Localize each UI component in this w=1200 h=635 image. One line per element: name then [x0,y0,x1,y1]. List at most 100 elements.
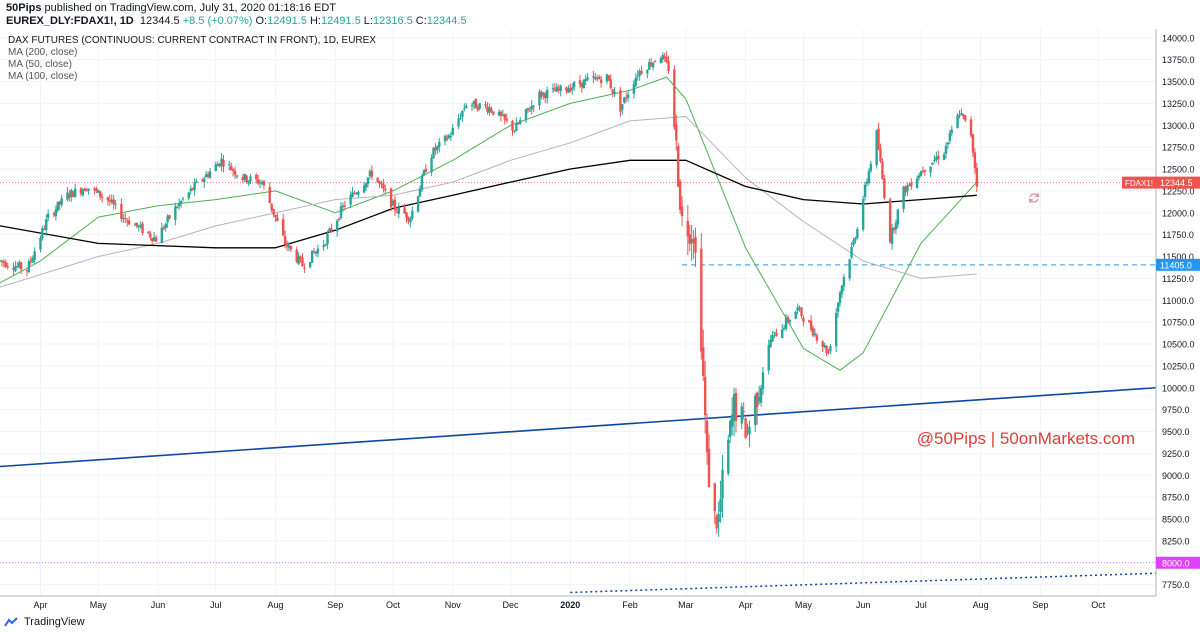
candle-body [592,76,595,78]
gridlines [0,29,1156,596]
candle-body [362,185,366,193]
candle-body [260,182,264,184]
x-tick-label: Oct [1091,600,1106,610]
candle-body [484,104,487,106]
candle-body [863,184,867,198]
candle-body [137,225,140,228]
candle-body [829,346,832,352]
candle-body [571,87,574,90]
candle-body [68,194,71,198]
candle-body [308,262,312,268]
candle-body [624,97,628,99]
candle-body [56,201,59,211]
candle-body [326,233,329,245]
candle-body [894,222,898,230]
trendline[interactable] [0,386,1157,468]
support-price-label: 11405.0 [1160,260,1192,270]
candle-body [160,227,164,244]
candle-body [962,114,965,117]
candle-body [255,174,258,180]
candle-body [337,218,341,220]
candle-body [368,171,372,177]
y-tick-label: 9500.0 [1162,427,1190,437]
ma-50-line[interactable] [0,76,978,371]
candle-body [648,61,651,70]
legend-ma50[interactable]: MA (50, close) [8,59,72,70]
y-tick-label: 13250.0 [1162,99,1195,109]
last-price-tag [1156,176,1200,189]
ma-100-line[interactable] [0,116,977,288]
candle-body [222,159,225,167]
candle-body [526,107,530,110]
candle-body [821,341,824,347]
y-tick-label: 8250.0 [1162,536,1190,546]
candle-body [447,135,451,139]
candle-body [391,200,395,206]
x-tick-label: Nov [445,600,462,610]
candle-body [322,245,325,247]
candle-body [875,130,878,166]
candle-body [515,123,518,132]
candle-body [653,60,657,62]
candle-body [407,217,410,221]
ma-200-line[interactable] [0,159,977,249]
refresh-icon[interactable] [1028,192,1040,204]
candle-body [33,251,36,260]
candle-body [282,219,285,236]
legend-ma100[interactable]: MA (100, close) [8,71,77,82]
candle-body [678,181,682,210]
candle-body [788,319,792,322]
candle-body [775,333,778,337]
candle-body [786,317,790,322]
symbol-tag-label: FDAX1! [1125,179,1153,188]
candle-body [461,110,464,118]
candlestick-chart[interactable]: 7750.0 8000.0 8250.0 8500.0 8750.0 9000.0 9250… [0,29,1200,613]
publish-info: 50Pips published on TradingView.com, Jul… [6,2,336,14]
level-8000-tag [1156,556,1200,569]
candle-body [25,269,29,272]
candle-body [544,93,547,99]
candle-body [551,88,555,90]
publisher-name[interactable]: 50Pips [6,2,42,14]
y-tick-label: 10000.0 [1162,383,1195,393]
candle-body [740,406,743,424]
tradingview-logo-icon[interactable] [4,617,20,627]
low-value: 12316.5 [372,15,413,27]
candle-body [389,188,393,208]
candle-body [191,188,194,190]
candle-body [289,245,293,250]
candle-body [335,220,339,232]
candle-body [542,92,545,96]
candle-body [472,100,476,105]
candle-body [802,317,805,322]
candle-body [106,197,110,201]
legend-ma200[interactable]: MA (200, close) [8,47,77,58]
candle-body [4,262,7,267]
x-tick-label: May [90,600,108,610]
candle-body [270,203,273,210]
x-tick-label: 2020 [560,600,580,610]
candle-body [942,154,946,160]
y-tick-label: 9000.0 [1162,471,1190,481]
candle-body [166,216,169,223]
candle-body [124,218,127,220]
candle-body [511,120,514,131]
candle-body [351,192,354,197]
candle-body [112,199,115,205]
candle-body [646,70,649,74]
candle-body [310,250,314,263]
candle-body [187,192,191,199]
candle-body [29,260,33,262]
y-tick-label: 13000.0 [1162,121,1195,131]
candle-body [151,238,154,241]
candle-body [203,178,206,183]
candle-body [840,285,844,295]
footer-brand[interactable]: TradingView [24,616,85,628]
chart-area[interactable]: 7750.0 8000.0 8250.0 8500.0 8750.0 9000.0 9250… [0,29,1200,613]
candle-body [378,181,381,184]
candle-body [584,78,587,81]
candle-body [397,207,401,214]
candle-body [486,106,489,112]
candle-body [767,344,770,371]
candle-body [6,266,9,268]
